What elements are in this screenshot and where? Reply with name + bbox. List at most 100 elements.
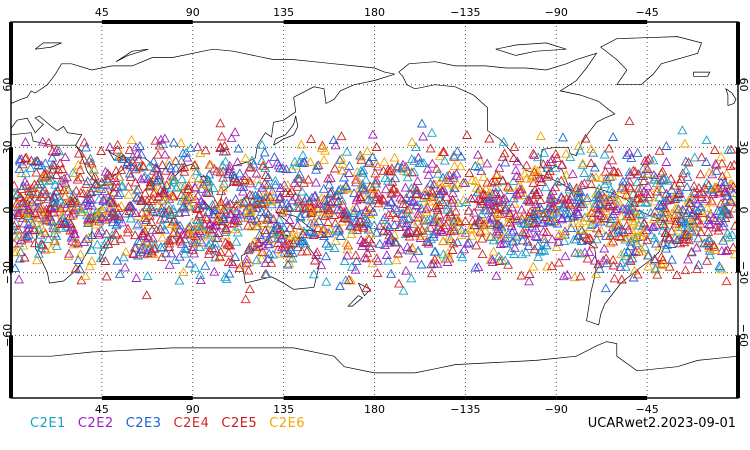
legend-item-c2e1: C2E1 [30,416,66,431]
observation-marker [96,205,107,215]
observation-marker [264,184,275,194]
observation-marker [449,215,460,225]
observation-marker [673,225,684,235]
observation-marker [566,223,577,233]
observation-marker [115,234,126,244]
observation-marker [333,185,344,195]
observation-marker [551,153,562,163]
observation-marker [128,161,139,171]
observation-marker [196,221,207,231]
observation-marker [374,221,385,231]
observation-marker [230,251,241,261]
observation-marker [630,225,641,234]
observation-marker [685,193,696,203]
observation-marker [86,211,97,221]
observation-marker [136,244,147,254]
observation-marker [476,216,486,226]
observation-marker [313,160,324,170]
observation-marker [543,169,554,179]
observation-marker [480,190,491,200]
observation-marker [266,224,277,234]
observation-marker [409,155,420,165]
observation-marker [632,269,643,279]
observation-marker [231,236,242,246]
observation-marker [669,209,680,219]
observation-marker [268,225,279,235]
observation-marker [294,198,305,208]
observation-marker [486,177,497,187]
observation-marker [385,165,396,175]
observation-marker [401,192,412,202]
observation-marker [508,236,519,246]
observation-marker [351,202,362,212]
observation-marker [287,229,298,239]
observation-marker [691,242,702,252]
observation-marker [631,193,642,203]
observation-marker [628,188,639,198]
observation-marker [449,225,459,235]
observation-marker [164,242,175,252]
observation-marker [594,183,605,193]
observation-marker [125,200,136,210]
observation-marker [613,225,624,235]
observation-marker [223,247,234,257]
observation-marker [599,149,610,159]
observation-marker [638,170,649,180]
tick-label-lon-bottom: 135 [273,403,294,416]
observation-marker [718,205,729,215]
observation-marker [377,193,388,203]
observation-marker [108,187,119,197]
observation-marker [683,157,694,167]
observation-marker [647,222,658,232]
observation-marker [367,183,378,193]
observation-marker [469,192,480,202]
observation-marker [670,232,681,242]
observation-marker [654,145,665,155]
observation-marker [608,208,619,218]
observation-marker [72,174,83,184]
observation-marker [545,192,556,202]
observation-marker [275,162,286,172]
observation-marker [355,216,366,226]
observation-marker [75,187,86,197]
observation-marker [317,140,328,150]
observation-marker [339,207,350,217]
observation-marker [586,207,597,217]
observation-marker [576,236,587,246]
observation-marker [239,196,249,206]
observation-marker [307,227,318,237]
observation-marker [402,172,413,182]
observation-marker [633,183,644,193]
observation-marker [586,143,597,153]
observation-marker [621,150,632,160]
observation-marker [682,182,692,192]
observation-marker [178,192,189,202]
observation-marker [67,197,78,207]
observation-marker [160,149,170,159]
observation-marker [434,194,445,204]
observation-marker [558,202,569,212]
observation-marker [426,127,437,137]
observation-marker [409,253,419,263]
observation-marker [215,216,226,226]
observation-marker [639,217,650,227]
observation-marker [574,197,585,207]
observation-marker [535,201,546,211]
observation-marker [356,154,367,164]
observation-marker [131,142,141,152]
observation-marker [426,268,437,278]
observation-marker [552,176,563,186]
observation-marker [613,167,624,177]
observation-marker [116,181,127,191]
observation-marker [584,247,595,257]
observation-marker [448,150,459,160]
tick-label-lat-left: 60 [1,78,14,92]
observation-marker [474,184,485,194]
observation-marker [679,138,690,148]
observation-marker [496,221,507,231]
observation-marker [616,249,627,259]
observation-marker [664,194,675,204]
observation-marker [220,207,231,217]
observation-marker [81,142,92,152]
observation-marker [131,242,141,252]
